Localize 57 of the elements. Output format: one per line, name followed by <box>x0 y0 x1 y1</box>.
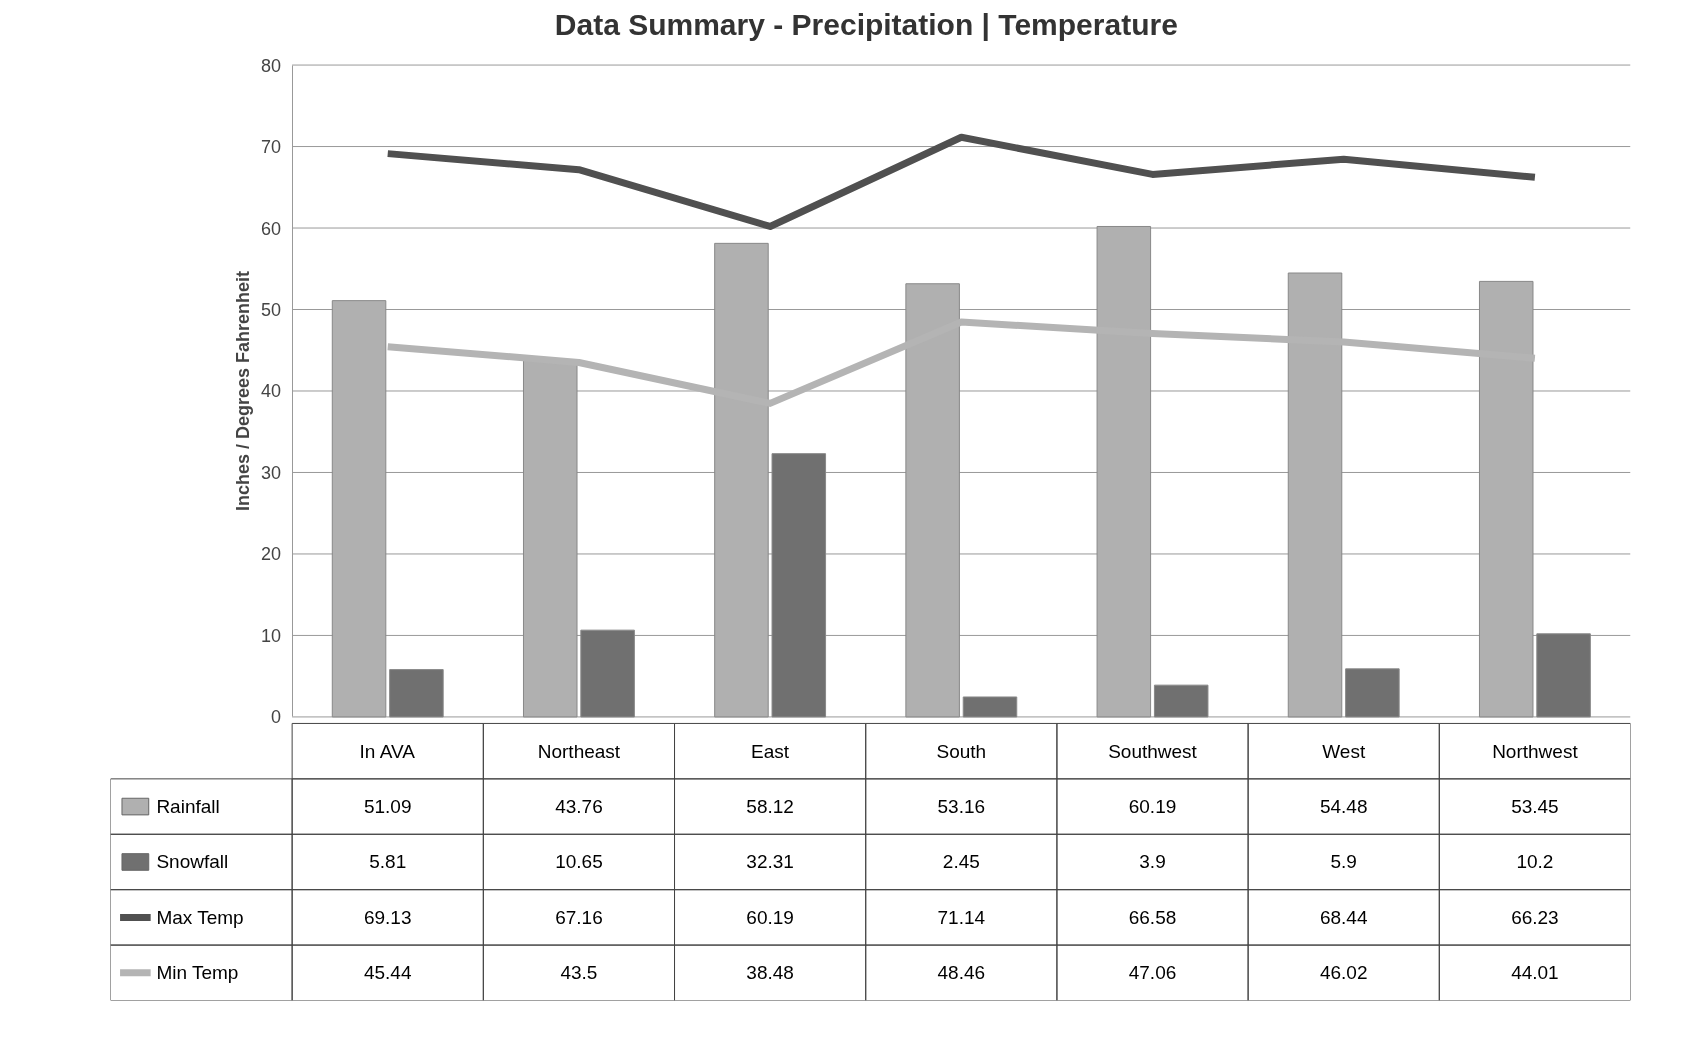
bar <box>1536 633 1591 718</box>
bar <box>389 669 444 718</box>
data-label: 10.65 <box>555 851 603 873</box>
y-tick-label: 0 <box>271 707 282 728</box>
x-tick-label: East <box>751 740 790 762</box>
data-label: 71.14 <box>937 906 986 928</box>
bar <box>771 453 827 718</box>
data-label: 48.46 <box>937 962 986 984</box>
data-label: 5.81 <box>369 851 407 873</box>
legend-label: Snowfall <box>156 851 229 873</box>
legend-label: Rainfall <box>156 796 220 818</box>
data-label: 53.16 <box>937 796 986 818</box>
data-label: 46.02 <box>1319 962 1368 984</box>
y-axis-title: Inches / Degrees Fahrenheit <box>233 270 254 512</box>
data-label: 60.19 <box>746 906 794 928</box>
data-label: 69.13 <box>363 906 412 928</box>
data-label: 53.45 <box>1511 796 1559 818</box>
data-label: 51.09 <box>363 796 412 818</box>
x-tick-label: South <box>936 740 987 762</box>
data-label: 44.01 <box>1511 962 1559 984</box>
x-tick-label: West <box>1322 740 1366 762</box>
data-label: 2.45 <box>942 851 980 873</box>
data-label: 5.9 <box>1330 851 1357 873</box>
data-label: 68.44 <box>1319 906 1368 928</box>
data-label: 66.58 <box>1128 906 1177 928</box>
data-label: 10.2 <box>1516 851 1554 873</box>
bar <box>1153 684 1209 718</box>
data-label: 58.12 <box>746 796 794 818</box>
y-tick-label: 50 <box>261 300 282 321</box>
data-label: 43.76 <box>555 796 603 818</box>
data-label: 45.44 <box>363 962 412 984</box>
data-label: 47.06 <box>1128 962 1177 984</box>
data-label: 60.19 <box>1128 796 1177 818</box>
y-tick-label: 30 <box>261 462 282 483</box>
x-tick-label: Northwest <box>1492 740 1579 762</box>
y-tick-label: 20 <box>261 544 282 565</box>
bar <box>1345 668 1400 718</box>
y-tick-label: 60 <box>261 218 282 239</box>
x-tick-label: Northeast <box>537 740 621 762</box>
bar <box>580 629 635 718</box>
data-label: 43.5 <box>560 962 598 984</box>
data-label: 38.48 <box>746 962 794 984</box>
data-label: 3.9 <box>1139 851 1166 873</box>
data-label: 54.48 <box>1319 796 1368 818</box>
data-label: 32.31 <box>746 851 794 873</box>
bar <box>962 696 1018 718</box>
legend-label: Max Temp <box>156 906 244 928</box>
y-tick-label: 70 <box>261 137 282 158</box>
data-label: 67.16 <box>555 906 603 928</box>
chart-title: Data Summary - Precipitation | Temperature <box>554 7 1178 41</box>
data-label: 66.23 <box>1511 906 1559 928</box>
y-tick-label: 40 <box>261 381 282 402</box>
y-tick-label: 10 <box>261 625 282 646</box>
x-tick-label: In AVA <box>359 740 416 762</box>
x-tick-label: Southwest <box>1108 740 1198 762</box>
y-tick-label: 80 <box>261 55 282 76</box>
legend-label: Min Temp <box>156 962 239 984</box>
